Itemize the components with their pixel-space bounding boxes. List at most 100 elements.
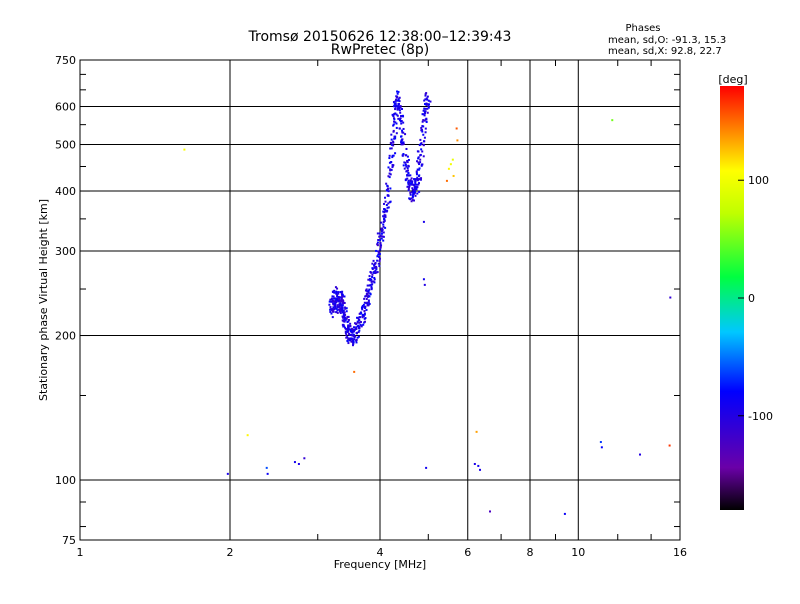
echo-point: [386, 206, 389, 209]
echo-point: [413, 178, 416, 181]
echo-point: [349, 322, 352, 325]
echo-point: [425, 117, 428, 120]
echo-point: [669, 296, 672, 299]
echo-point: [378, 235, 381, 238]
echo-point: [387, 166, 390, 169]
echo-point: [379, 242, 382, 245]
echo-point: [389, 169, 392, 172]
echo-point: [400, 122, 403, 125]
echo-point: [344, 307, 347, 310]
echo-point: [330, 298, 333, 301]
echo-point: [363, 310, 366, 313]
echo-point: [424, 127, 427, 130]
echo-point: [477, 464, 480, 467]
echo-point: [407, 189, 410, 192]
echo-point: [429, 100, 432, 103]
echo-point: [416, 179, 419, 182]
echo-point: [422, 109, 425, 112]
echo-point: [407, 165, 410, 168]
echo-point: [414, 194, 417, 197]
echo-point: [418, 174, 421, 177]
echo-point: [449, 163, 452, 166]
echo-point: [388, 172, 391, 175]
echo-point: [414, 182, 417, 185]
echo-point: [356, 336, 359, 339]
echo-point: [359, 311, 362, 314]
echo-point: [346, 315, 349, 318]
echo-point: [364, 289, 367, 292]
echo-point: [451, 158, 454, 161]
echo-point: [421, 130, 424, 133]
echo-point: [420, 177, 423, 180]
echo-point: [337, 295, 340, 298]
echo-point: [387, 202, 390, 205]
echo-point: [393, 118, 396, 121]
echo-point: [370, 278, 373, 281]
echo-point: [384, 196, 387, 199]
echo-point: [344, 330, 347, 333]
echo-point: [400, 139, 403, 142]
echo-point: [394, 102, 397, 105]
echo-point: [398, 105, 401, 108]
echo-point: [364, 295, 367, 298]
echo-point: [425, 92, 428, 95]
echo-point: [331, 295, 334, 298]
echo-point: [416, 160, 419, 163]
echo-point: [424, 131, 427, 134]
echo-point: [344, 313, 347, 316]
echo-point: [246, 434, 249, 437]
echo-point: [343, 325, 346, 328]
echo-point: [360, 306, 363, 309]
echo-point: [363, 305, 366, 308]
echo-point: [407, 181, 410, 184]
echo-point: [389, 173, 392, 176]
echo-points: [183, 90, 672, 515]
echo-point: [385, 204, 388, 207]
echo-point: [335, 300, 338, 303]
echo-point: [411, 187, 414, 190]
echo-point: [385, 189, 388, 192]
echo-point: [398, 119, 401, 122]
x-tick-label: 10: [571, 546, 585, 559]
echo-point: [445, 179, 448, 182]
echo-point: [361, 304, 364, 307]
echo-point: [489, 510, 492, 513]
echo-point: [402, 121, 405, 124]
echo-point: [376, 244, 379, 247]
echo-point: [392, 144, 395, 147]
echo-point: [366, 290, 369, 293]
echo-point: [348, 337, 351, 340]
echo-point: [336, 305, 339, 308]
colorbar-tick-label: 0: [748, 292, 755, 305]
echo-point: [380, 244, 383, 247]
echo-point: [611, 119, 614, 122]
echo-point: [375, 271, 378, 274]
echo-point: [355, 331, 358, 334]
echo-point: [374, 269, 377, 272]
echo-point: [414, 178, 417, 181]
echo-point: [398, 100, 401, 103]
echo-point: [266, 472, 269, 475]
echo-point: [337, 308, 340, 311]
echo-point: [398, 109, 401, 112]
echo-point: [369, 293, 372, 296]
echo-point: [382, 235, 385, 238]
echo-point: [366, 293, 369, 296]
echo-point: [390, 138, 393, 141]
y-tick-label: 75: [62, 534, 76, 547]
echo-point: [341, 311, 344, 314]
echo-point: [359, 321, 362, 324]
echo-point: [426, 111, 429, 114]
chart-subtitle: RwPretec (8p): [331, 42, 429, 58]
stats-x-line: mean, sd,X: 92.8, 22.7: [608, 46, 722, 57]
echo-point: [368, 295, 371, 298]
echo-point: [421, 113, 424, 116]
echo-point: [393, 120, 396, 123]
echo-point: [342, 309, 345, 312]
echo-point: [390, 168, 393, 171]
echo-point: [361, 314, 364, 317]
echo-point: [364, 320, 367, 323]
echo-point: [390, 147, 393, 150]
echo-point: [423, 107, 426, 110]
echo-point: [357, 335, 360, 338]
